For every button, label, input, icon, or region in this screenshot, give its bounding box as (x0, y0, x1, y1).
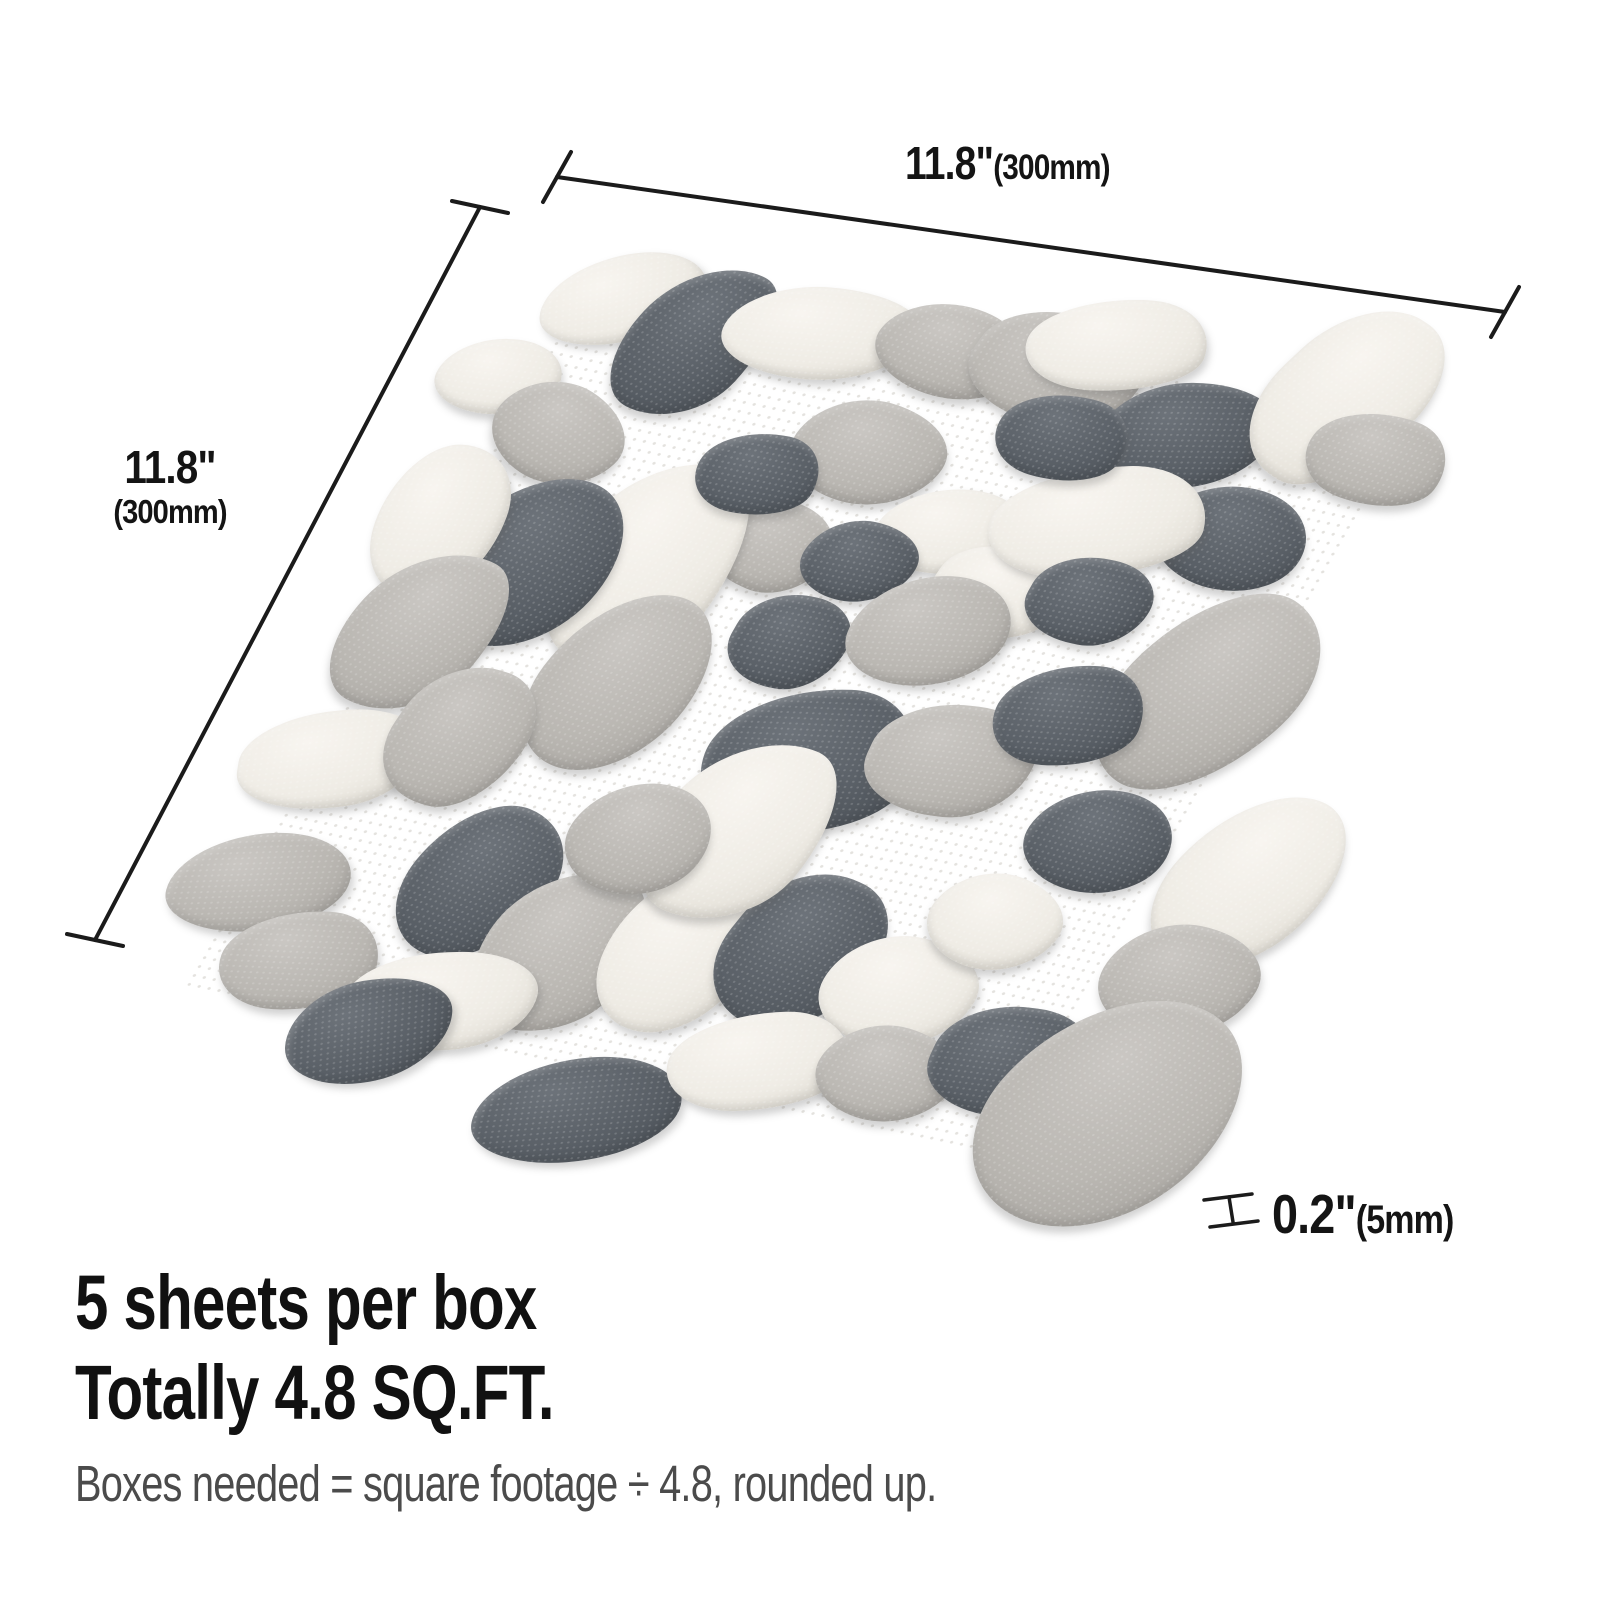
height-dimension-label: 11.8" (300mm) (82, 441, 258, 530)
pebble (462, 1049, 692, 1170)
width-value: 11.8" (905, 137, 994, 189)
height-value: 11.8" (124, 441, 216, 493)
width-unit: (300mm) (993, 148, 1110, 187)
product-info-block: 5 sheets per box Totally 4.8 SQ.FT. Boxe… (75, 1258, 937, 1513)
sheets-per-box-text: 5 sheets per box (75, 1260, 537, 1346)
height-unit: (300mm) (113, 492, 227, 530)
box-calculation-note: Boxes needed = square footage ÷ 4.8, rou… (75, 1455, 937, 1513)
thickness-unit: (5mm) (1355, 1198, 1455, 1242)
thickness-dimension-label: 0.2"(5mm) (1272, 1182, 1454, 1246)
thickness-value: 0.2" (1272, 1183, 1357, 1245)
pebble-tile-sheet (154, 240, 1482, 1264)
width-dimension-label: 11.8"(300mm) (905, 136, 1111, 190)
total-coverage-text: Totally 4.8 SQ.FT. (75, 1350, 555, 1437)
thickness-indicator-icon (1202, 1192, 1260, 1229)
